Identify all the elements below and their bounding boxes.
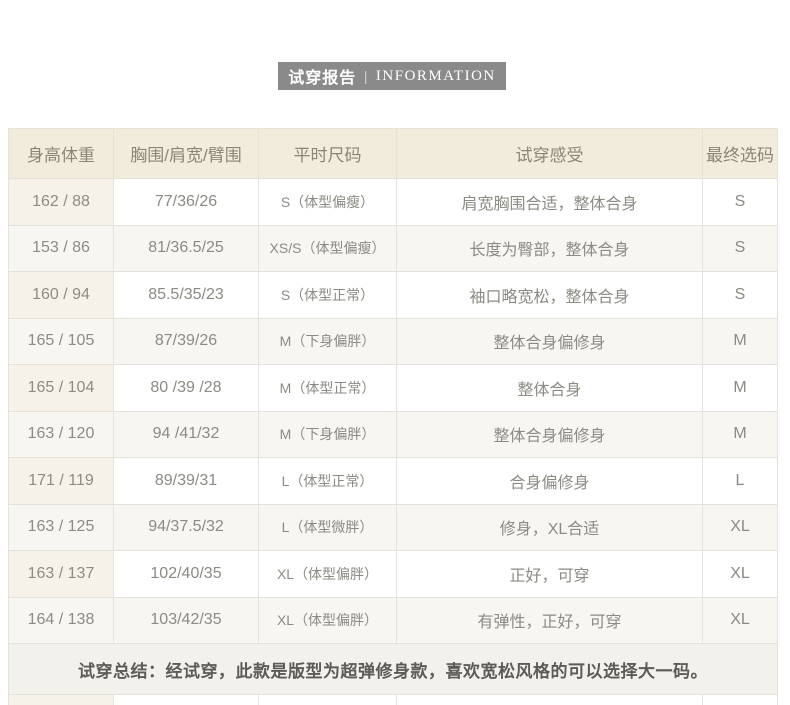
table-row: 171 / 119 89/39/31 L（体型正常） 合身偏修身 L bbox=[8, 457, 778, 505]
cell-feedback: 整体合身 bbox=[396, 364, 703, 412]
cell-height-weight: 164 / 138 bbox=[8, 596, 114, 644]
cell-feedback: 正好，可穿 bbox=[396, 550, 703, 598]
cell-measurements: 94/37.5/32 bbox=[113, 503, 259, 551]
partial-cell bbox=[8, 694, 114, 705]
cell-measurements: 89/39/31 bbox=[113, 457, 259, 505]
cell-usual-size: M（下身偏胖） bbox=[258, 410, 397, 458]
header-row: 身高体重 胸围/肩宽/臂围 平时尺码 试穿感受 最终选码 bbox=[8, 128, 778, 179]
section-title-cn: 试穿报告 bbox=[288, 70, 357, 87]
partial-next-row bbox=[8, 694, 778, 705]
cell-height-weight: 165 / 105 bbox=[8, 317, 114, 365]
cell-measurements: 85.5/35/23 bbox=[113, 271, 259, 319]
cell-measurements: 81/36.5/25 bbox=[113, 224, 259, 272]
cell-feedback: 有弹性，正好，可穿 bbox=[396, 596, 703, 644]
cell-feedback: 整体合身偏修身 bbox=[396, 410, 703, 458]
cell-final-size: M bbox=[702, 410, 778, 458]
table-row: 153 / 86 81/36.5/25 XS/S（体型偏瘦） 长度为臀部，整体合身 S bbox=[8, 224, 778, 272]
cell-usual-size: S（体型正常） bbox=[258, 271, 397, 319]
partial-cell bbox=[396, 694, 703, 705]
section-title-en: INFORMATION bbox=[375, 67, 496, 84]
cell-usual-size: M（下身偏胖） bbox=[258, 317, 397, 365]
col-header-height-weight: 身高体重 bbox=[8, 128, 114, 179]
cell-feedback: 肩宽胸围合适，整体合身 bbox=[396, 178, 703, 226]
cell-height-weight: 171 / 119 bbox=[8, 457, 114, 505]
cell-usual-size: XL（体型偏胖） bbox=[258, 550, 397, 598]
title-divider: | bbox=[364, 68, 368, 84]
cell-height-weight: 153 / 86 bbox=[8, 224, 114, 272]
table-row: 163 / 137 102/40/35 XL（体型偏胖） 正好，可穿 XL bbox=[8, 550, 778, 598]
cell-feedback: 整体合身偏修身 bbox=[396, 317, 703, 365]
cell-final-size: XL bbox=[702, 596, 778, 644]
cell-usual-size: XS/S（体型偏瘦） bbox=[258, 224, 397, 272]
section-title-bar: 试穿报告 | INFORMATION bbox=[278, 62, 506, 90]
cell-final-size: S bbox=[702, 271, 778, 319]
cell-feedback: 修身，XL合适 bbox=[396, 503, 703, 551]
table-row: 165 / 104 80 /39 /28 M（体型正常） 整体合身 M bbox=[8, 364, 778, 412]
cell-feedback: 合身偏修身 bbox=[396, 457, 703, 505]
cell-height-weight: 162 / 88 bbox=[8, 178, 114, 226]
col-header-usual-size: 平时尺码 bbox=[258, 128, 397, 179]
table-row: 160 / 94 85.5/35/23 S（体型正常） 袖口略宽松，整体合身 S bbox=[8, 271, 778, 319]
cell-usual-size: S（体型偏瘦） bbox=[258, 178, 397, 226]
col-header-measurements: 胸围/肩宽/臂围 bbox=[113, 128, 259, 179]
table-row: 163 / 125 94/37.5/32 L（体型微胖） 修身，XL合适 XL bbox=[8, 503, 778, 551]
cell-height-weight: 160 / 94 bbox=[8, 271, 114, 319]
fitting-report-table: 身高体重 胸围/肩宽/臂围 平时尺码 试穿感受 最终选码 162 / 88 77/… bbox=[8, 128, 778, 705]
table-footer: 试穿总结：经试穿，此款是版型为超弹修身款，喜欢宽松风格的可以选择大一码。 bbox=[8, 643, 778, 705]
table-row: 164 / 138 103/42/35 XL（体型偏胖） 有弹性，正好，可穿 XL bbox=[8, 596, 778, 644]
cell-height-weight: 163 / 120 bbox=[8, 410, 114, 458]
cell-usual-size: L（体型正常） bbox=[258, 457, 397, 505]
fit-table-body: 162 / 88 77/36/26 S（体型偏瘦） 肩宽胸围合适，整体合身 S 153 /… bbox=[8, 178, 778, 644]
summary-row: 试穿总结：经试穿，此款是版型为超弹修身款，喜欢宽松风格的可以选择大一码。 bbox=[8, 643, 778, 695]
partial-cell bbox=[113, 694, 259, 705]
cell-usual-size: L（体型微胖） bbox=[258, 503, 397, 551]
partial-cell bbox=[258, 694, 397, 705]
cell-measurements: 103/42/35 bbox=[113, 596, 259, 644]
cell-usual-size: M（体型正常） bbox=[258, 364, 397, 412]
cell-measurements: 102/40/35 bbox=[113, 550, 259, 598]
cell-final-size: S bbox=[702, 178, 778, 226]
cell-measurements: 77/36/26 bbox=[113, 178, 259, 226]
cell-feedback: 长度为臀部，整体合身 bbox=[396, 224, 703, 272]
cell-height-weight: 163 / 125 bbox=[8, 503, 114, 551]
cell-final-size: L bbox=[702, 457, 778, 505]
cell-measurements: 87/39/26 bbox=[113, 317, 259, 365]
cell-measurements: 80 /39 /28 bbox=[113, 364, 259, 412]
table-header: 身高体重 胸围/肩宽/臂围 平时尺码 试穿感受 最终选码 bbox=[8, 128, 778, 179]
col-header-final-size: 最终选码 bbox=[702, 128, 778, 179]
cell-final-size: XL bbox=[702, 503, 778, 551]
cell-height-weight: 165 / 104 bbox=[8, 364, 114, 412]
cell-measurements: 94 /41/32 bbox=[113, 410, 259, 458]
cell-final-size: M bbox=[702, 364, 778, 412]
partial-cell bbox=[702, 694, 778, 705]
table-row: 162 / 88 77/36/26 S（体型偏瘦） 肩宽胸围合适，整体合身 S bbox=[8, 178, 778, 226]
cell-final-size: XL bbox=[702, 550, 778, 598]
cell-height-weight: 163 / 137 bbox=[8, 550, 114, 598]
table-row: 163 / 120 94 /41/32 M（下身偏胖） 整体合身偏修身 M bbox=[8, 410, 778, 458]
col-header-feedback: 试穿感受 bbox=[396, 128, 703, 179]
cell-final-size: M bbox=[702, 317, 778, 365]
cell-feedback: 袖口略宽松，整体合身 bbox=[396, 271, 703, 319]
cell-final-size: S bbox=[702, 224, 778, 272]
cell-usual-size: XL（体型偏胖） bbox=[258, 596, 397, 644]
summary-text: 试穿总结：经试穿，此款是版型为超弹修身款，喜欢宽松风格的可以选择大一码。 bbox=[8, 643, 778, 695]
table-row: 165 / 105 87/39/26 M（下身偏胖） 整体合身偏修身 M bbox=[8, 317, 778, 365]
